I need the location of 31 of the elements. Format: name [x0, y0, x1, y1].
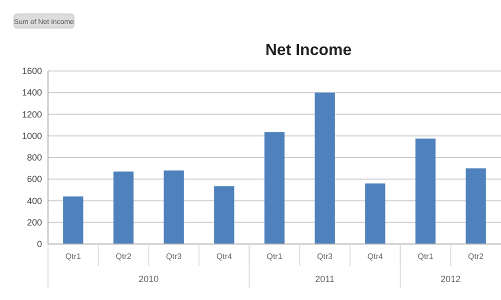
bar: [63, 196, 84, 244]
x-tick-label: Qtr1: [266, 252, 283, 261]
y-tick-label: 200: [26, 217, 42, 228]
text: 2011: [315, 274, 335, 284]
x-tick-label: Qtr4: [367, 252, 384, 261]
y-tick-label: 400: [26, 196, 42, 206]
x-tick-label: Qtr3: [317, 252, 334, 261]
x-tick-label: Qtr1: [418, 252, 434, 261]
y-tick-label: 1200: [22, 109, 42, 120]
bar: [214, 186, 234, 244]
y-tick-label: 1000: [22, 130, 42, 141]
chart-title: Net Income: [265, 42, 352, 59]
bar: [365, 183, 386, 244]
x-tick-label: Qtr3: [166, 252, 182, 261]
x-tick-label: Qtr1: [65, 252, 82, 261]
bar: [415, 138, 436, 244]
bar: [113, 172, 134, 244]
x-tick-label: Qtr2: [468, 252, 484, 261]
bar: [314, 92, 335, 244]
bar: [264, 132, 285, 244]
y-tick-label: 1600: [22, 66, 42, 76]
y-tick-label: 800: [26, 152, 42, 162]
bar: [164, 170, 184, 244]
y-tick-label: 0: [36, 239, 42, 249]
bar: [466, 168, 486, 244]
text: 2010: [138, 274, 159, 284]
text: 2012: [440, 274, 461, 284]
x-tick-label: Qtr4: [216, 252, 232, 261]
y-tick-label: 1400: [22, 88, 42, 98]
x-tick-label: Qtr2: [116, 252, 132, 261]
y-tick-label: 600: [26, 174, 42, 184]
